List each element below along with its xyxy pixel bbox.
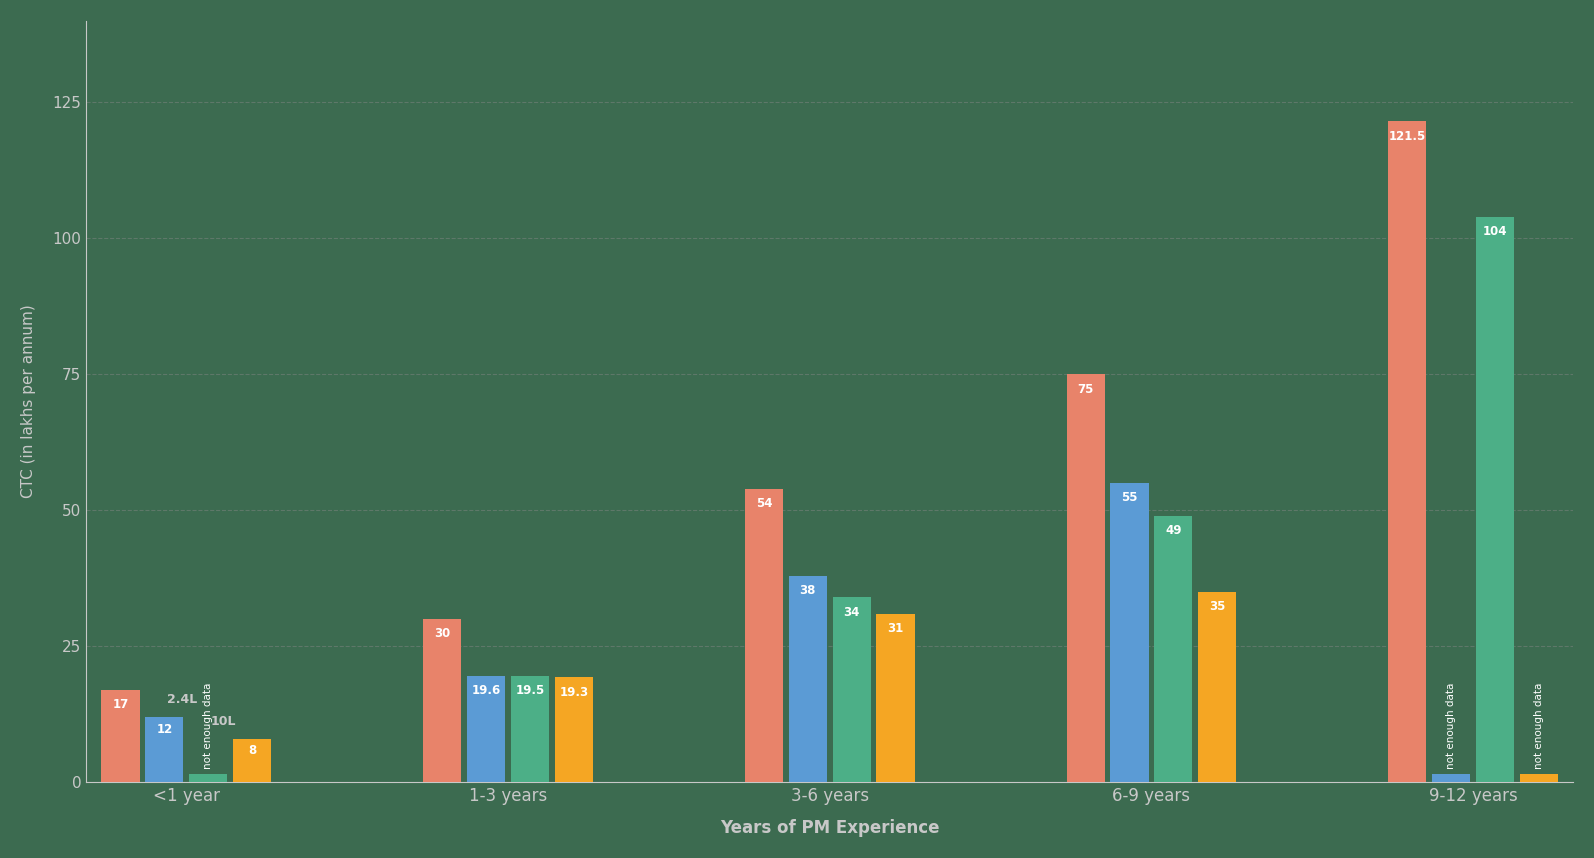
Text: 10L: 10L (210, 715, 236, 728)
Bar (1199, 592, 1237, 782)
Text: 19.6: 19.6 (472, 684, 501, 697)
Bar (233, 739, 271, 782)
Bar (1519, 774, 1557, 782)
Text: 34: 34 (843, 606, 859, 619)
Bar (145, 717, 183, 782)
Text: 104: 104 (1482, 225, 1508, 238)
Bar (190, 774, 228, 782)
Bar (422, 619, 461, 782)
Bar (1154, 516, 1192, 782)
Text: 55: 55 (1121, 492, 1138, 505)
Bar (789, 576, 827, 782)
Bar (102, 690, 140, 782)
Text: 121.5: 121.5 (1388, 130, 1427, 142)
Bar (1388, 122, 1427, 782)
Text: 17: 17 (113, 698, 129, 711)
Text: 19.5: 19.5 (515, 685, 545, 698)
X-axis label: Years of PM Experience: Years of PM Experience (720, 819, 939, 837)
Text: not enough data: not enough data (1446, 682, 1457, 769)
Bar (1431, 774, 1470, 782)
Text: 54: 54 (756, 497, 771, 510)
Text: 35: 35 (1208, 601, 1226, 613)
Text: 31: 31 (888, 622, 904, 635)
Text: 12: 12 (156, 722, 172, 735)
Text: 19.3: 19.3 (559, 686, 588, 698)
Bar (467, 676, 505, 782)
Text: 49: 49 (1165, 524, 1181, 537)
Y-axis label: CTC (in lakhs per annum): CTC (in lakhs per annum) (21, 305, 35, 498)
Bar (1476, 217, 1514, 782)
Bar (510, 676, 548, 782)
Text: 75: 75 (1078, 383, 1093, 396)
Bar (1066, 374, 1105, 782)
Text: not enough data: not enough data (204, 682, 214, 769)
Text: 38: 38 (800, 583, 816, 597)
Bar (877, 613, 915, 782)
Text: 30: 30 (434, 627, 451, 640)
Text: not enough data: not enough data (1533, 682, 1545, 769)
Text: 8: 8 (249, 745, 257, 758)
Bar (1111, 483, 1149, 782)
Bar (744, 489, 783, 782)
Bar (832, 597, 870, 782)
Bar (555, 678, 593, 782)
Text: 2.4L: 2.4L (167, 693, 198, 706)
